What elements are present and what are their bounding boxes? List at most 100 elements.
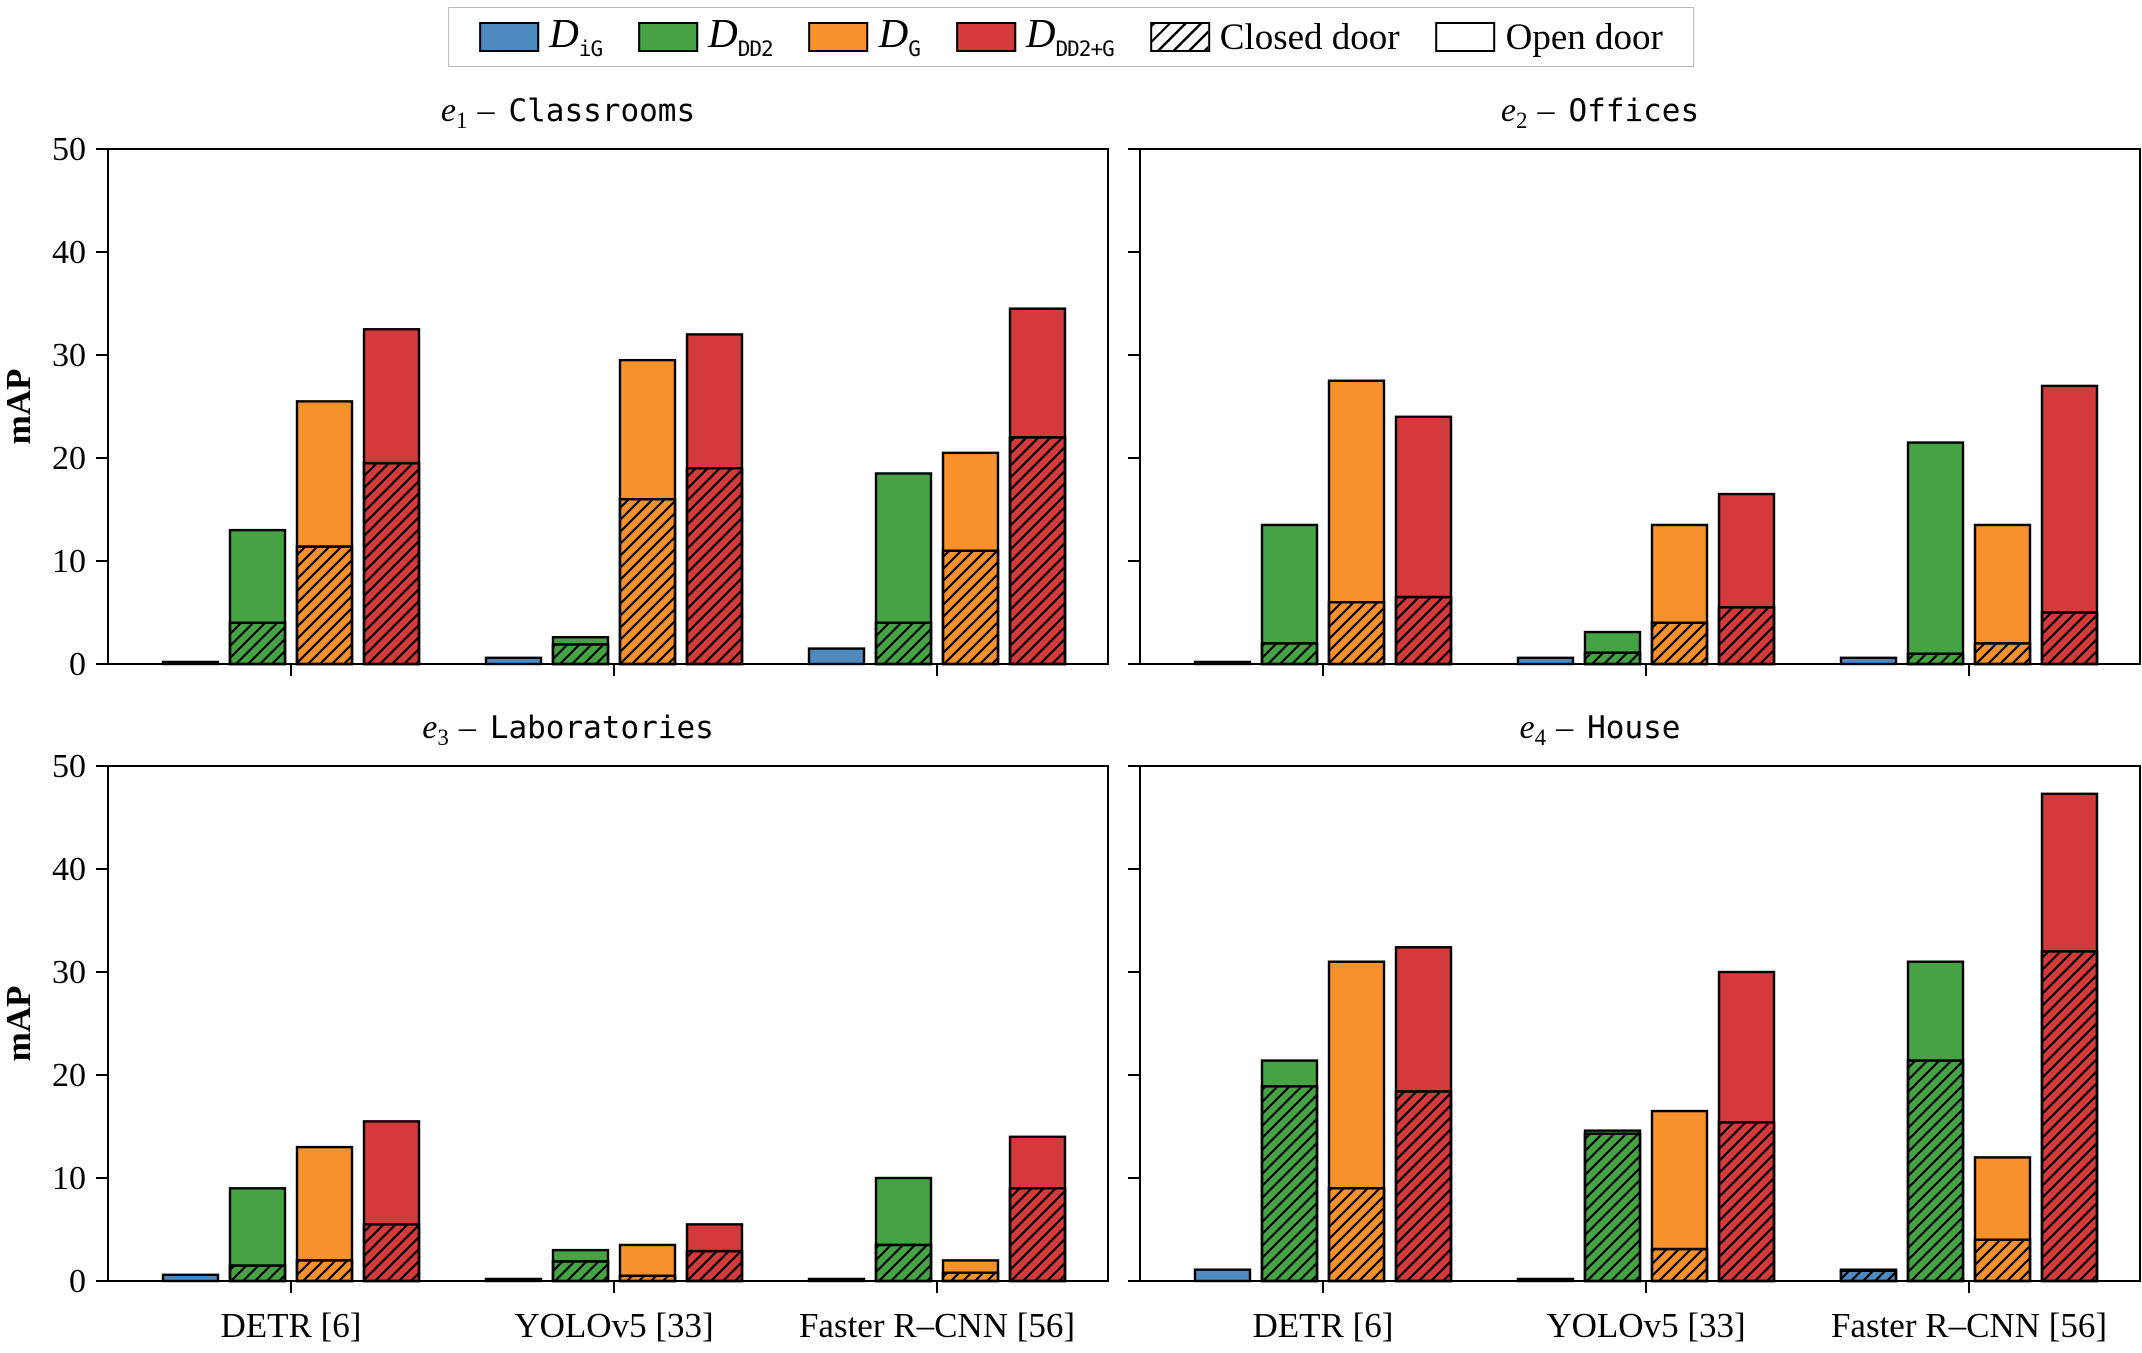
y-tick-label: 30 [52, 954, 86, 991]
x-tick-label: DETR [6] [1253, 1306, 1394, 1345]
bar-closed-hatch-D_G-1 [295, 1259, 354, 1283]
bar-closed-hatch-D_DD2-2 [1583, 651, 1642, 666]
x-tick-label: Faster R–CNN [56] [1831, 1306, 2107, 1345]
y-tick-label: 10 [52, 1160, 86, 1197]
bar-D_G-3 [1973, 523, 2032, 666]
bar-closed-hatch-D_DD2+G-2 [685, 1249, 744, 1283]
bar-closed-hatch-D_DD2-1 [228, 1264, 287, 1283]
bar-closed-hatch-D_DD2+G-3 [2040, 950, 2099, 1283]
legend-swatch-DD2 [638, 22, 699, 52]
bar-closed-hatch-D_DD2-3 [874, 621, 933, 666]
subplot-e2-offices: e2– Offices [1128, 92, 2141, 676]
bar-closed-hatch-D_DD2-1 [228, 621, 287, 666]
subplot-title: e1– Classrooms [441, 92, 695, 133]
bar-D_iG-3 [807, 1277, 866, 1283]
bar-closed-hatch-D_G-2 [1650, 1247, 1709, 1283]
y-tick-label: 30 [52, 337, 86, 374]
y-tick-label: 10 [52, 543, 86, 580]
bar-D_iG-1 [161, 1273, 220, 1283]
subplot-e3-laboratories: 0 10 20 30 40 50 mAP e3– Laboratories DETR [6] YOL… [0, 709, 1109, 1345]
bar-D_DD2-3 [1906, 441, 1965, 666]
bar-closed-hatch-D_G-2 [1650, 621, 1709, 666]
bar-D_iG-1 [1193, 1268, 1252, 1283]
y-tick-label: 50 [52, 748, 86, 785]
bar-closed-hatch-D_DD2-1 [1260, 1085, 1319, 1283]
bar-closed-hatch-D_G-2 [618, 498, 677, 666]
legend-label-DD2+G: DDD2+G [1025, 10, 1115, 62]
bar-closed-hatch-D_G-1 [1327, 1187, 1386, 1283]
bar-closed-hatch-D_G-1 [1327, 601, 1386, 666]
bar-closed-hatch-D_G-3 [1973, 642, 2032, 666]
legend-swatch-closed-door [1149, 22, 1210, 52]
legend-label-iG: DiG [549, 10, 603, 62]
legend-label-DD2: DDD2 [708, 10, 774, 62]
bar-closed-hatch-D_G-3 [941, 1271, 1000, 1283]
y-tick-label: 0 [69, 646, 86, 683]
bar-D_iG-1 [161, 660, 220, 666]
legend-swatch-open-door [1435, 22, 1496, 52]
y-axis-label: mAP [0, 369, 38, 445]
subplot-e4-house: e4– House DETR [6] YOLOv5 [33] Faster R–CNN … [1128, 709, 2141, 1345]
y-tick-label: 0 [69, 1263, 86, 1300]
bar-closed-hatch-D_DD2-3 [874, 1243, 933, 1283]
bar-closed-hatch-D_G-3 [941, 549, 1000, 666]
subplot-e1-classrooms: 0 10 20 30 40 50 mAP e1– Classrooms [0, 92, 1109, 683]
y-tick-label: 20 [52, 1057, 86, 1094]
bar-closed-hatch-D_DD2+G-1 [1394, 595, 1453, 666]
bar-D_iG-2 [484, 656, 543, 666]
bar-closed-hatch-D_DD2+G-3 [1008, 1187, 1067, 1283]
bar-closed-hatch-D_DD2+G-2 [685, 467, 744, 666]
bar-closed-hatch-D_DD2+G-1 [362, 461, 421, 666]
bar-closed-hatch-D_G-1 [295, 545, 354, 666]
x-tick-label: YOLOv5 [33] [514, 1306, 713, 1345]
subplot-title: e2– Offices [1501, 92, 1699, 133]
bar-closed-hatch-D_DD2-1 [1260, 642, 1319, 666]
bar-closed-hatch-D_DD2+G-2 [1717, 606, 1776, 666]
legend-swatch-iG [479, 22, 540, 52]
legend-label-G: DG [878, 10, 921, 62]
y-tick-label: 20 [52, 440, 86, 477]
bar-closed-hatch-D_DD2-2 [1583, 1132, 1642, 1283]
x-tick-label: YOLOv5 [33] [1546, 1306, 1745, 1345]
legend-label-open-door: Open door [1505, 16, 1663, 58]
y-tick-label: 40 [52, 851, 86, 888]
bar-closed-hatch-D_DD2+G-3 [2040, 611, 2099, 666]
bar-closed-hatch-D_DD2-3 [1906, 652, 1965, 666]
x-tick-label: DETR [6] [221, 1306, 362, 1345]
bar-D_iG-2 [484, 1277, 543, 1283]
x-tick-label: Faster R–CNN [56] [799, 1306, 1075, 1345]
bar-D_iG-3 [1839, 656, 1898, 666]
y-tick-label: 40 [52, 234, 86, 271]
legend-item-G: DG [808, 10, 921, 62]
legend-swatch-DD2+G [955, 22, 1016, 52]
bar-D_iG-2 [1516, 656, 1575, 666]
legend-item-closed-door: Closed door [1149, 16, 1400, 58]
bar-D_iG-3 [807, 647, 866, 666]
y-axis-label: mAP [0, 986, 38, 1062]
legend-item-DD2+G: DDD2+G [955, 10, 1115, 62]
bar-closed-hatch-D_iG-3 [1839, 1269, 1898, 1283]
bar-closed-hatch-D_DD2-3 [1906, 1059, 1965, 1283]
bar-closed-hatch-D_G-2 [618, 1274, 677, 1283]
legend: DiG DDD2 DG DDD2+G Closed door Open door [448, 7, 1694, 67]
bar-closed-hatch-D_DD2+G-1 [1394, 1090, 1453, 1283]
bar-D_iG-2 [1516, 1277, 1575, 1283]
bar-D_iG-1 [1193, 660, 1252, 666]
bar-D_G-1 [295, 1145, 354, 1283]
legend-label-closed-door: Closed door [1219, 16, 1400, 58]
bar-closed-hatch-D_DD2-2 [551, 1260, 610, 1283]
y-tick-label: 50 [52, 131, 86, 168]
legend-item-iG: DiG [479, 10, 603, 62]
bar-closed-hatch-D_DD2+G-3 [1008, 436, 1067, 666]
subplot-title: e3– Laboratories [422, 709, 714, 750]
bar-closed-hatch-D_G-3 [1973, 1238, 2032, 1283]
bar-closed-hatch-D_DD2+G-1 [362, 1223, 421, 1283]
legend-item-DD2: DDD2 [638, 10, 774, 62]
legend-swatch-G [808, 22, 869, 52]
legend-item-open-door: Open door [1435, 16, 1663, 58]
bar-closed-hatch-D_DD2-2 [551, 643, 610, 666]
bar-closed-hatch-D_DD2+G-2 [1717, 1121, 1776, 1283]
subplot-title: e4– House [1520, 709, 1681, 750]
